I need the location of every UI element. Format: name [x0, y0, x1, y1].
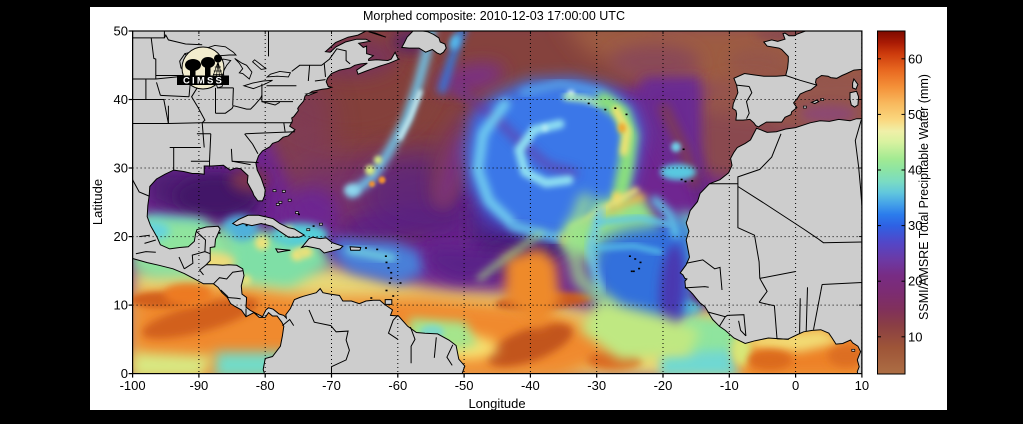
svg-text:0: 0	[121, 366, 128, 381]
svg-text:-40: -40	[521, 378, 540, 393]
svg-text:-90: -90	[190, 378, 209, 393]
svg-text:-100: -100	[120, 378, 146, 393]
svg-text:20: 20	[908, 274, 922, 289]
svg-text:40: 40	[908, 163, 922, 178]
svg-text:CIMSS: CIMSS	[183, 76, 224, 87]
svg-text:-10: -10	[720, 378, 739, 393]
svg-text:-80: -80	[256, 378, 275, 393]
svg-text:10: 10	[855, 378, 869, 393]
svg-text:20: 20	[114, 229, 128, 244]
svg-text:10: 10	[114, 298, 128, 313]
svg-text:Morphed composite: 2010-12-03: Morphed composite: 2010-12-03 17:00:00 U…	[363, 9, 625, 23]
svg-text:-70: -70	[322, 378, 341, 393]
svg-text:30: 30	[908, 218, 922, 233]
svg-text:40: 40	[114, 92, 128, 107]
svg-text:10: 10	[908, 329, 922, 344]
svg-text:0: 0	[792, 378, 799, 393]
svg-text:60: 60	[908, 51, 922, 66]
svg-text:50: 50	[908, 107, 922, 122]
svg-text:SSMI/AMSRE Total Precipitable: SSMI/AMSRE Total Precipitable Water (mm)	[917, 74, 931, 320]
svg-text:30: 30	[114, 161, 128, 176]
svg-text:Longitude: Longitude	[468, 396, 525, 411]
svg-text:-60: -60	[388, 378, 407, 393]
svg-text:-50: -50	[455, 378, 474, 393]
svg-text:Latitude: Latitude	[90, 179, 105, 225]
svg-text:-30: -30	[587, 378, 606, 393]
svg-text:-20: -20	[654, 378, 673, 393]
svg-text:50: 50	[114, 24, 128, 39]
